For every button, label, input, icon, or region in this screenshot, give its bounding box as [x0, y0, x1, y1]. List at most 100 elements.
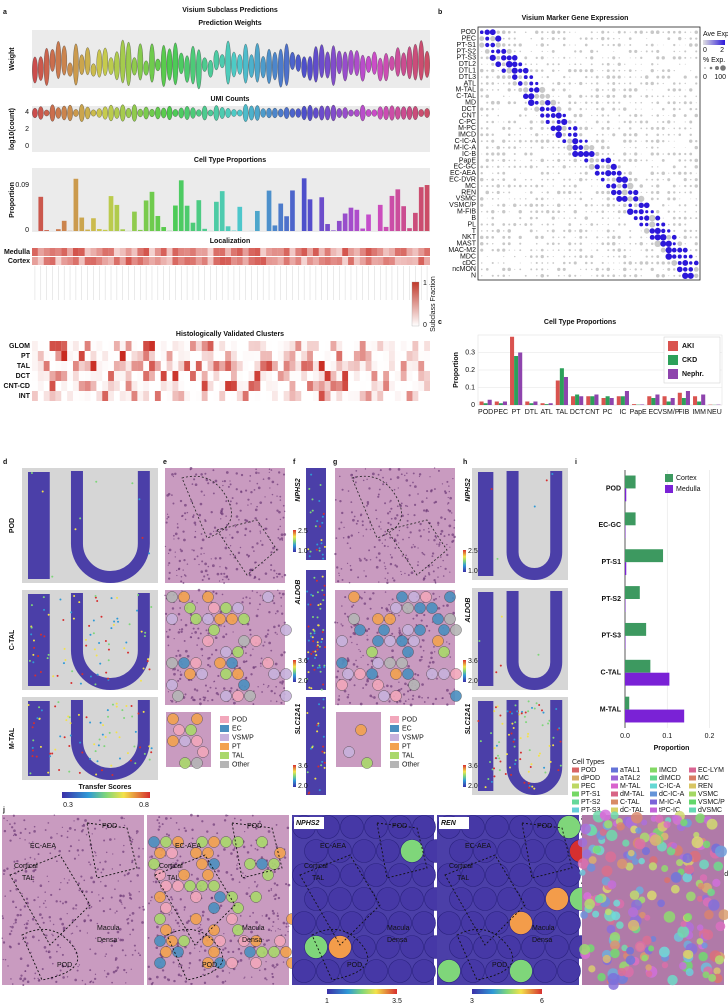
nucleus	[366, 504, 368, 507]
spot	[328, 887, 352, 911]
nucleus	[239, 915, 242, 917]
nucleus	[161, 969, 165, 972]
row-label: MDC	[460, 253, 476, 260]
legend-label: PT	[232, 743, 242, 750]
nucleus	[388, 603, 390, 606]
spot	[318, 549, 321, 552]
expression-dot	[627, 196, 633, 202]
heat-cell	[166, 381, 173, 391]
expression-dot	[667, 210, 670, 213]
expression-dot	[508, 165, 511, 168]
nucleus	[281, 592, 285, 596]
nucleus	[248, 602, 251, 605]
expression-dot	[601, 204, 604, 207]
expression-dot	[679, 198, 681, 200]
expression-dot	[519, 198, 521, 200]
expression-dot	[568, 69, 572, 73]
nucleus	[196, 644, 198, 646]
nucleus	[10, 826, 14, 829]
nucleus	[237, 947, 241, 951]
heat-cell	[301, 371, 308, 381]
expression-dot	[591, 243, 593, 245]
spot	[250, 935, 262, 947]
nucleus	[60, 882, 62, 884]
spot	[361, 757, 373, 769]
nucleus	[183, 559, 186, 562]
nucleus	[385, 482, 388, 484]
nucleus	[260, 856, 264, 859]
expression-dot	[683, 114, 687, 118]
expression-dot	[584, 216, 588, 220]
spot	[366, 646, 378, 658]
nucleus	[126, 922, 130, 925]
heat-cell	[295, 381, 301, 391]
legend-dot	[704, 67, 706, 69]
he-image	[335, 468, 455, 583]
nucleus	[183, 929, 186, 932]
spot	[412, 863, 436, 887]
y-tick-label: 0.2	[465, 367, 475, 374]
nucleus	[124, 954, 127, 957]
nucleus	[24, 839, 26, 841]
expression-dot	[579, 81, 583, 86]
nucleus	[277, 471, 281, 474]
expression-dot	[607, 114, 610, 117]
nucleus	[408, 536, 410, 539]
nucleus	[444, 490, 447, 493]
spot	[499, 760, 502, 763]
nucleus	[261, 691, 263, 693]
nucleus	[206, 830, 209, 833]
expression-dot	[540, 248, 544, 252]
nucleus	[219, 566, 221, 568]
nucleus	[80, 889, 84, 893]
nucleus	[203, 698, 206, 702]
heat-cell	[61, 361, 67, 371]
nucleus	[200, 553, 202, 555]
proportion-bar	[44, 230, 49, 231]
nucleus	[150, 900, 152, 902]
heat-cell	[207, 341, 214, 351]
spot	[238, 679, 250, 691]
expression-dot	[635, 76, 637, 78]
expression-dot	[546, 31, 549, 34]
expression-dot	[689, 184, 692, 188]
heat-cell	[312, 361, 319, 371]
spot	[531, 785, 534, 788]
heat-cell	[318, 381, 325, 391]
expression-dot	[519, 127, 522, 130]
nucleus	[30, 951, 32, 953]
expression-dot	[650, 171, 655, 176]
legend-swatch	[572, 807, 579, 813]
colorbar	[327, 989, 397, 994]
spot	[202, 635, 214, 647]
nucleus	[24, 970, 27, 972]
row-label: PapE	[459, 157, 476, 164]
nucleus	[384, 539, 387, 541]
chart-title: Cell Type Proportions	[544, 319, 616, 326]
nucleus	[336, 566, 339, 569]
spot	[148, 745, 151, 748]
expression-dot	[596, 185, 598, 187]
proportion-bar	[272, 225, 278, 231]
expression-dot	[485, 133, 489, 137]
nucleus	[98, 894, 100, 896]
tissue-strip	[28, 701, 50, 776]
nucleus	[212, 590, 215, 593]
row-label: PT-S3	[457, 55, 477, 62]
spot	[320, 688, 323, 691]
nucleus	[197, 627, 200, 630]
spot	[105, 671, 108, 674]
bar	[609, 398, 614, 405]
expression-dot	[667, 37, 671, 41]
spot	[196, 836, 208, 848]
nucleus	[125, 982, 127, 984]
nucleus	[404, 504, 407, 507]
nucleus	[45, 934, 48, 937]
spot	[450, 690, 462, 702]
nucleus	[175, 822, 178, 824]
spot	[372, 613, 384, 625]
expression-dot	[695, 210, 697, 213]
expression-dot	[539, 86, 546, 93]
expression-dot	[612, 43, 615, 47]
bar	[651, 398, 656, 405]
